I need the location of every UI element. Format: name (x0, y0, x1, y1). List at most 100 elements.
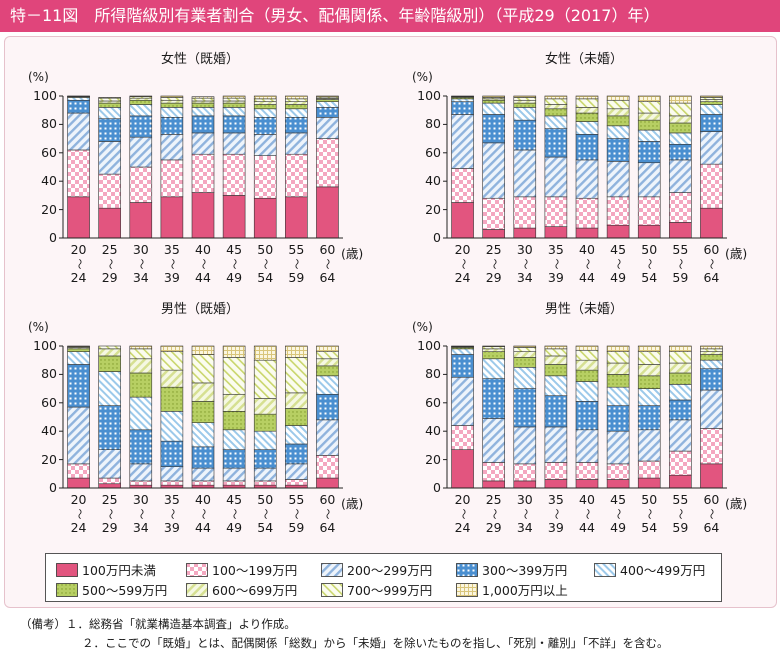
x-tick-label: 35 ～ 39 (547, 492, 564, 535)
bar-segment (513, 388, 537, 428)
bar-segment (606, 463, 630, 480)
legend-label: 700～999万円 (347, 583, 433, 598)
legend-item: 100万円未満 (56, 560, 156, 579)
bar-segment (191, 107, 215, 117)
bar-segment (606, 95, 630, 101)
y-tick-label: 60 (425, 144, 441, 160)
bar-segment (285, 479, 308, 486)
bar-segment (191, 97, 215, 102)
x-tick-label: 40 ～ 44 (195, 492, 211, 535)
bar-segment (285, 392, 308, 409)
bar-segment (160, 411, 184, 442)
y-tick-label: 100 (33, 338, 57, 353)
x-tick-label: 40 ～ 44 (579, 492, 595, 535)
bar-segment (451, 449, 474, 489)
legend-label: 100～199万円 (212, 563, 298, 578)
x-tick-label: 25 ～ 29 (101, 242, 118, 285)
bar-segment (669, 399, 692, 421)
y-tick-label: 60 (41, 394, 57, 410)
bar-segment (669, 419, 692, 452)
notes: （備考）１．総務省「就業構造基本調査」より作成。 ２．ここでの「既婚」とは、配偶… (20, 615, 669, 653)
x-tick-label: 50 ～ 54 (641, 492, 658, 535)
bar-segment (316, 419, 339, 456)
bar-segment (316, 477, 339, 489)
bar-segment (129, 97, 153, 101)
bar-segment (285, 196, 308, 239)
bar-segment (700, 348, 723, 352)
legend-item: 700～999万円 (321, 580, 432, 599)
bar-segment (160, 159, 184, 198)
bar-segment (575, 121, 599, 135)
bar-segment (637, 224, 661, 239)
bar-segment (575, 462, 599, 480)
bar-segment (67, 112, 90, 151)
bar-segment (285, 408, 308, 426)
bar-segment (98, 348, 121, 357)
x-tick-label: 20 ～ 24 (70, 492, 87, 535)
bar-segment (191, 467, 215, 482)
bar-segment (67, 99, 90, 114)
bar-segment (160, 107, 184, 118)
bar-segment (316, 375, 339, 395)
x-tick-label: 45 ～ 49 (610, 242, 627, 285)
bar-segment (222, 480, 246, 486)
bar-segment (606, 224, 630, 239)
bar-segment (544, 462, 568, 480)
plot-area (443, 345, 727, 489)
bar-segment (160, 369, 184, 388)
bar-segment (575, 369, 599, 382)
bar-segment (160, 134, 184, 161)
bar-segment (285, 443, 308, 465)
plot-area (59, 95, 343, 239)
bar-segment (700, 389, 723, 429)
legend: 100万円未満 100～199万円 200～299万円 300～399万円 400～49… (45, 553, 722, 602)
bar-segment (544, 345, 568, 350)
bar-segment (285, 357, 308, 394)
bar-segment (637, 129, 661, 142)
bar-segment (191, 480, 215, 486)
note-1: （備考）１．総務省「就業構造基本調査」より作成。 (20, 617, 296, 631)
bar-segment (191, 115, 215, 134)
bar-segment (544, 128, 568, 158)
bar-segment (482, 358, 505, 379)
bar-segment (67, 348, 90, 352)
bar-segment (191, 132, 215, 155)
bar-segment (637, 112, 661, 121)
bar-segment (575, 345, 599, 351)
bar-segment (191, 422, 215, 448)
bar-segment (160, 102, 184, 108)
bar-segment (67, 196, 90, 239)
x-unit-label: (歳) (725, 246, 748, 261)
bar-segment (700, 463, 723, 489)
bar-segment (513, 95, 537, 98)
bar-segment (129, 396, 153, 431)
bar-segment (129, 345, 153, 350)
bar-segment (544, 98, 568, 105)
bar-segment (253, 197, 277, 239)
legend-item: 1,000万円以上 (456, 580, 568, 599)
bar-segment (129, 372, 153, 398)
bar-segment (513, 99, 537, 104)
bar-segment (160, 386, 184, 412)
y-tick-label: 80 (425, 366, 441, 382)
bar-segment (606, 386, 630, 406)
bar-segment (669, 222, 692, 239)
bar-segment (316, 358, 339, 367)
bar-segment (98, 355, 121, 372)
bar-segment (700, 104, 723, 115)
bar-segment (513, 463, 537, 482)
bar-segment (700, 99, 723, 102)
note-2: ２．ここでの「既婚」とは、配偶関係「総数」から「未婚」を除いたものを指し、「死別… (82, 636, 669, 650)
bar-segment (482, 345, 505, 348)
bar-segment (129, 463, 153, 482)
bar-segment (637, 364, 661, 377)
bar-segment (129, 358, 153, 374)
bar-segment (669, 362, 692, 374)
bar-segment (316, 116, 339, 139)
x-tick-label: 60 ～ 64 (319, 492, 336, 535)
panel-title: 男性（既婚） (160, 302, 239, 317)
bar-segment (451, 114, 474, 169)
bar-segment (98, 345, 121, 350)
x-tick-label: 40 ～ 44 (579, 242, 595, 285)
legend-swatch (594, 562, 616, 577)
